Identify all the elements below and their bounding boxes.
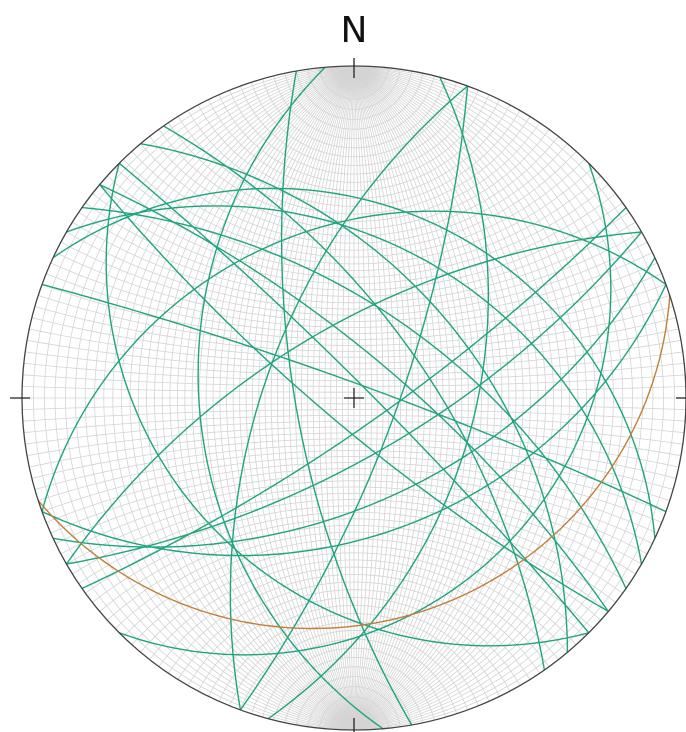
net-small-circle (131, 545, 577, 645)
net-small-circle (158, 566, 550, 667)
net-small-circle (177, 581, 531, 680)
net-small-circle (149, 136, 559, 237)
net-small-circle (66, 231, 642, 310)
net-small-circle (187, 589, 521, 686)
plane-great-circle (280, 70, 413, 726)
plane-great-circle (81, 206, 627, 589)
net-small-circle (295, 70, 413, 120)
net-small-circle (114, 531, 594, 629)
plane-great-circle (163, 125, 546, 671)
net-small-circle (197, 597, 511, 692)
north-label: N (341, 10, 368, 51)
net-small-circle (307, 686, 401, 727)
net-small-circle (50, 468, 658, 534)
net-small-circle (72, 492, 636, 575)
net-small-circle (25, 351, 683, 376)
plane-great-circle (52, 257, 656, 548)
net-small-circle (284, 73, 424, 130)
plane-great-circle (229, 85, 469, 711)
net-small-circle (123, 158, 585, 258)
planes (37, 66, 671, 730)
net-small-circle (46, 462, 662, 523)
net-small-circle (208, 605, 500, 697)
plane-great-circle (81, 207, 627, 590)
net-small-circle (23, 415, 685, 434)
net-small-circle (318, 696, 390, 729)
plane-great-circle (239, 85, 469, 711)
net-small-circle (31, 317, 677, 358)
net-small-circle (66, 486, 642, 565)
plane-great-circle (41, 283, 667, 513)
net-small-circle (23, 362, 685, 381)
net-small-circle (60, 241, 648, 316)
net-small-circle (26, 426, 682, 457)
net-small-circle (240, 630, 468, 711)
net-small-circle (218, 613, 490, 702)
plane-great-circle (99, 183, 609, 612)
net-small-circle (149, 559, 559, 660)
net-small-circle (99, 184, 609, 278)
net-small-circle (251, 638, 457, 714)
plane-great-circle (41, 210, 667, 512)
plane-great-circle (118, 162, 612, 656)
crosses (10, 58, 686, 732)
net-small-circle (140, 552, 568, 653)
net-small-circle (55, 252, 653, 322)
plane-great-circle (99, 184, 609, 613)
plane-great-circle (105, 163, 589, 647)
plane-great-circle (140, 143, 569, 653)
net-small-circle (167, 122, 541, 222)
net-small-circle (273, 75, 435, 140)
net-small-circle (85, 202, 623, 291)
net-small-circle (46, 273, 662, 334)
plane-great-circle (118, 162, 590, 634)
net-small-circle (38, 295, 670, 346)
net-small-circle (240, 85, 468, 166)
net-grid (22, 66, 686, 730)
net-small-circle (72, 221, 636, 304)
plane-great-circle (37, 295, 671, 630)
net-small-circle (307, 69, 401, 110)
net-small-circle (60, 480, 648, 555)
net-small-circle (131, 151, 577, 251)
net-small-circle (330, 707, 378, 730)
plane-great-circle (52, 187, 656, 539)
net-small-circle (123, 538, 585, 638)
net-small-circle (284, 666, 424, 723)
net-small-circle (295, 676, 413, 726)
net-small-circle (55, 474, 653, 544)
net-small-circle (107, 524, 601, 621)
net-small-circle (85, 505, 623, 594)
plane-great-circle (66, 205, 643, 565)
net-small-circle (218, 94, 490, 183)
net-small-circle (229, 621, 479, 706)
net-small-circle (92, 193, 616, 285)
net-small-circle (167, 574, 541, 674)
net-small-circle (78, 499, 630, 585)
net-small-circle (197, 104, 511, 199)
net-small-circle (262, 647, 446, 718)
net-small-circle (262, 78, 446, 149)
net-small-circle (22, 374, 686, 387)
plane-great-circle (41, 284, 667, 557)
net-small-circle (229, 90, 479, 175)
net-small-circle (25, 420, 683, 445)
net-small-circle (330, 66, 378, 89)
net-small-circle (273, 656, 435, 721)
net-small-circle (38, 450, 670, 501)
net-small-circle (187, 110, 521, 207)
net-small-circle (26, 339, 682, 370)
net-small-circle (318, 67, 390, 100)
net-small-circle (114, 167, 594, 265)
net-small-circle (22, 409, 686, 422)
plane-great-circle (267, 77, 489, 720)
plane-great-circle (197, 66, 384, 730)
net-small-circle (34, 444, 674, 490)
net-small-circle (29, 328, 679, 364)
plane-great-circle (66, 231, 643, 565)
net-small-circle (208, 99, 500, 191)
net-small-circle (78, 211, 630, 297)
